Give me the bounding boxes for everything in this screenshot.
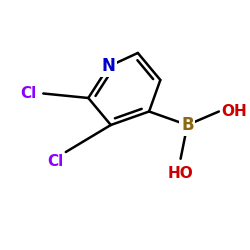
Text: OH: OH — [221, 104, 247, 119]
Text: Cl: Cl — [20, 86, 36, 101]
Text: Cl: Cl — [47, 154, 64, 169]
Text: B: B — [181, 116, 194, 134]
Text: N: N — [102, 58, 116, 76]
Text: HO: HO — [168, 166, 194, 180]
